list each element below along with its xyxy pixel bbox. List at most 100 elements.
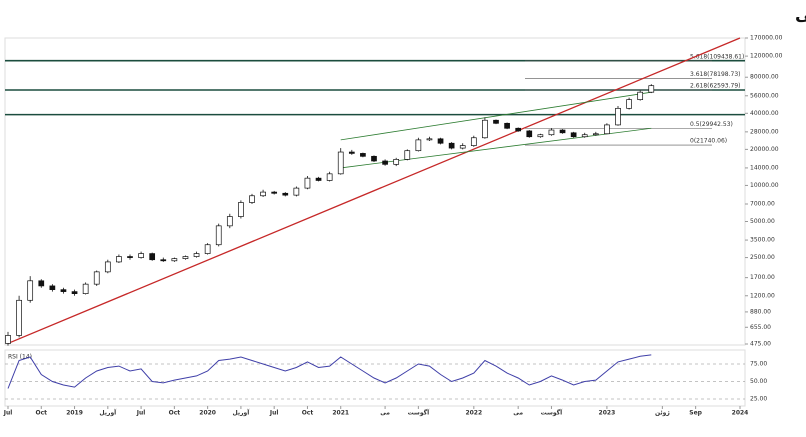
candle-body xyxy=(371,155,377,162)
candle-body xyxy=(504,122,510,129)
trend-line xyxy=(340,127,652,169)
y-tick-label: 1200.00 xyxy=(750,292,775,299)
candle-body xyxy=(459,145,466,149)
candle-body xyxy=(104,261,111,273)
y-tick-label: 75.00 xyxy=(750,361,767,368)
rsi-name: RSI (14) xyxy=(8,354,32,361)
candle-body xyxy=(426,138,433,141)
candle-body xyxy=(360,153,366,157)
candle-body xyxy=(537,134,544,138)
rsi-panel xyxy=(4,349,746,407)
x-tick-label: می xyxy=(380,410,390,417)
candle-body xyxy=(637,91,644,100)
candle-body xyxy=(592,133,599,136)
y-tick-label: 80000.00 xyxy=(750,74,779,81)
y-tick-label: 14000.00 xyxy=(750,164,779,171)
candle-body xyxy=(615,107,621,126)
x-tick-label: 2023 xyxy=(599,410,616,417)
y-tick-label: 25.00 xyxy=(750,396,767,403)
y-tick-label: 475.00 xyxy=(750,341,771,348)
candle-body xyxy=(160,259,167,262)
y-tick-label: 7000.00 xyxy=(750,200,775,207)
candle-body xyxy=(437,138,444,144)
candle-body xyxy=(38,280,45,287)
x-tick-label: Oct xyxy=(169,410,181,417)
candle-body xyxy=(16,299,22,336)
candle-body xyxy=(82,283,89,294)
x-tick-label: Oct xyxy=(302,410,314,417)
candle-body xyxy=(581,134,588,138)
candle-body xyxy=(548,129,555,136)
candle-body xyxy=(470,137,477,146)
y-tick-label: 40000.00 xyxy=(750,110,779,117)
candle-body xyxy=(238,202,244,217)
y-tick-label: 2500.00 xyxy=(750,254,775,261)
x-tick-label: آوریل xyxy=(99,408,117,417)
candle-body xyxy=(260,191,266,197)
candle-body xyxy=(271,191,278,194)
y-tick-label: 655.00 xyxy=(750,324,771,331)
candle-body xyxy=(570,132,577,138)
candle-body xyxy=(604,124,610,135)
x-tick-label: 2021 xyxy=(332,410,349,417)
x-tick-label: ژوئن xyxy=(655,410,670,417)
candle-body xyxy=(60,289,67,292)
candle-body xyxy=(482,119,488,139)
x-tick-label: می xyxy=(513,410,523,417)
candle-body xyxy=(149,253,156,261)
y-tick-label: 28000.00 xyxy=(750,128,779,135)
y-tick-label: 10000.00 xyxy=(750,182,779,189)
candle-body xyxy=(116,256,122,263)
candle-body xyxy=(415,139,422,152)
chart-title: فینتا – تایم فریم هفتگی xyxy=(795,4,806,25)
x-tick-label: 2022 xyxy=(465,410,482,417)
y-tick-label: 5000.00 xyxy=(750,218,775,225)
candle-body xyxy=(326,173,333,181)
trend-line xyxy=(340,91,652,141)
candle-body xyxy=(382,160,388,165)
fib-label: 2.618(62593.79) xyxy=(690,82,741,89)
y-tick-label: 880.00 xyxy=(750,308,771,315)
y-tick-label: 56000.00 xyxy=(750,92,779,99)
x-tick-label: Jul xyxy=(136,410,146,417)
trend-line xyxy=(7,37,741,345)
candle-body xyxy=(193,253,200,257)
candle-body xyxy=(559,129,566,134)
candle-body xyxy=(171,258,178,262)
candle-body xyxy=(404,150,411,160)
candle-body xyxy=(226,216,233,227)
candle-body xyxy=(648,85,655,93)
x-tick-label: Sep xyxy=(689,410,702,417)
fib-label: 5.618(109438.61) xyxy=(690,53,744,60)
candle-body xyxy=(204,244,211,254)
rsi-line xyxy=(7,354,652,389)
x-tick-label: Jul xyxy=(269,410,279,417)
candle-body xyxy=(304,177,311,189)
fib-label: 3.618(78198.73) xyxy=(690,71,741,78)
fib-label: 0.5(29942.53) xyxy=(690,121,733,128)
fib-label: 0(21740.06) xyxy=(690,138,727,145)
candle-body xyxy=(526,130,533,138)
candle-body xyxy=(348,151,355,154)
y-tick-label: 50.00 xyxy=(750,378,767,385)
candle-body xyxy=(282,192,289,196)
candle-body xyxy=(138,253,144,258)
y-tick-label: 20000.00 xyxy=(750,146,779,153)
candle-body xyxy=(49,285,56,290)
candle-body xyxy=(626,99,632,109)
candle-body xyxy=(127,256,133,258)
x-tick-label: Jul xyxy=(3,410,13,417)
candle-body xyxy=(293,187,300,196)
candle-body xyxy=(337,151,344,175)
y-tick-label: 120000.00 xyxy=(750,53,783,60)
candle-body xyxy=(182,256,189,259)
x-tick-label: 2020 xyxy=(199,410,216,417)
candle-body xyxy=(393,159,400,165)
candle-body xyxy=(5,335,11,344)
x-tick-label: Oct xyxy=(36,410,48,417)
candle-body xyxy=(249,195,255,203)
x-tick-label: 2019 xyxy=(66,410,83,417)
candle-body xyxy=(493,119,499,124)
y-tick-label: 3500.00 xyxy=(750,237,775,244)
